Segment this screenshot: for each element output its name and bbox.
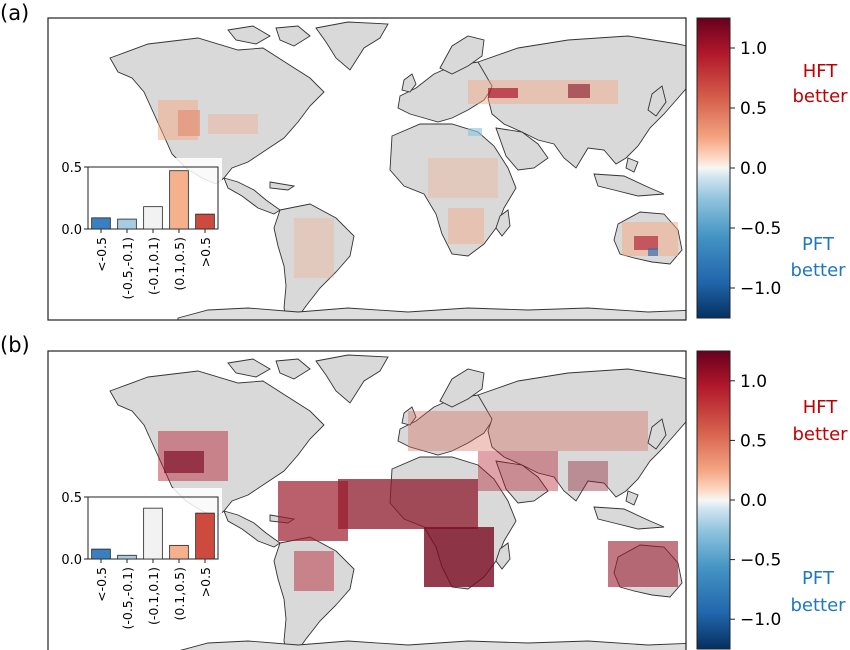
colorbar-tick-label: 1.0 bbox=[740, 372, 767, 392]
pft-better-line1: PFT bbox=[802, 234, 835, 255]
bar-1 bbox=[91, 217, 111, 230]
hft-better-line2: better bbox=[792, 424, 848, 445]
colorbar-tick-label: 0.0 bbox=[740, 159, 767, 179]
panel-a: (a) bbox=[0, 1, 848, 321]
x-tick-label: (-0.5,-0.1) bbox=[120, 237, 135, 300]
bar-5 bbox=[195, 512, 215, 560]
pft-better-line2: better bbox=[790, 595, 846, 616]
colorbar-a: 1.0 0.5 0.0 −0.5 −1.0 HFT better PFT better bbox=[696, 17, 848, 319]
bar-3 bbox=[143, 206, 163, 230]
hft-better-line1: HFT bbox=[803, 61, 839, 82]
x-tick-label: <-0.5 bbox=[94, 237, 109, 272]
x-tick-label: (-0.1,0.1) bbox=[146, 237, 161, 295]
x-tick-label: (-0.5,-0.1) bbox=[120, 567, 135, 630]
x-tick-label: >0.5 bbox=[198, 237, 213, 267]
colorbar-tick-label: 1.0 bbox=[740, 39, 767, 59]
colorbar-tick-label: −1.0 bbox=[740, 279, 781, 299]
colorbar-tick-label: 0.0 bbox=[740, 491, 767, 511]
x-tick-label: <-0.5 bbox=[94, 567, 109, 602]
colorbar-gradient bbox=[696, 17, 731, 319]
panel-b: (b) bbox=[0, 333, 848, 650]
map-a-frame bbox=[47, 17, 687, 321]
x-tick-label: (0.1,0.5) bbox=[172, 237, 187, 291]
colorbar-tick-label: −1.0 bbox=[740, 610, 781, 630]
y-tick-label: 0.0 bbox=[61, 223, 82, 238]
inset-bar-chart-a: 0.0 0.5 <-0.5 (-0.5,-0.1) (-0.1,0.1) (0.1,0.5… bbox=[60, 158, 222, 300]
bar-4 bbox=[169, 170, 189, 230]
bar-1 bbox=[91, 548, 111, 560]
pft-better-line2: better bbox=[790, 260, 846, 281]
bar-4 bbox=[169, 544, 189, 560]
map-b-frame bbox=[47, 350, 687, 650]
x-tick-label: (-0.1,0.1) bbox=[146, 567, 161, 625]
hft-better-line1: HFT bbox=[803, 397, 839, 418]
bar-2 bbox=[117, 554, 137, 560]
x-tick-label: (0.1,0.5) bbox=[172, 567, 187, 621]
bar-2 bbox=[117, 218, 137, 230]
x-tick-label: >0.5 bbox=[198, 567, 213, 597]
y-tick-label: 0.0 bbox=[61, 553, 82, 568]
panel-label: (b) bbox=[0, 333, 30, 357]
colorbar-tick-label: −0.5 bbox=[740, 219, 781, 239]
panel-label: (a) bbox=[0, 1, 29, 25]
bar-5 bbox=[195, 213, 215, 230]
colorbar-tick-label: 0.5 bbox=[740, 99, 767, 119]
colorbar-tick-label: −0.5 bbox=[740, 551, 781, 571]
y-tick-label: 0.5 bbox=[61, 491, 82, 506]
y-tick-label: 0.5 bbox=[61, 161, 82, 176]
hft-better-line2: better bbox=[792, 86, 848, 107]
bar-3 bbox=[143, 507, 163, 560]
pft-better-line1: PFT bbox=[802, 568, 835, 589]
colorbar-tick-label: 0.5 bbox=[740, 431, 767, 451]
colorbar-b: 1.0 0.5 0.0 −0.5 −1.0 HFT better PFT better bbox=[696, 350, 848, 650]
colorbar-gradient bbox=[696, 350, 731, 650]
inset-bar-chart-b: 0.0 0.5 <-0.5 (-0.5,-0.1) (-0.1,0.1) (0.1,0.5… bbox=[60, 488, 222, 630]
